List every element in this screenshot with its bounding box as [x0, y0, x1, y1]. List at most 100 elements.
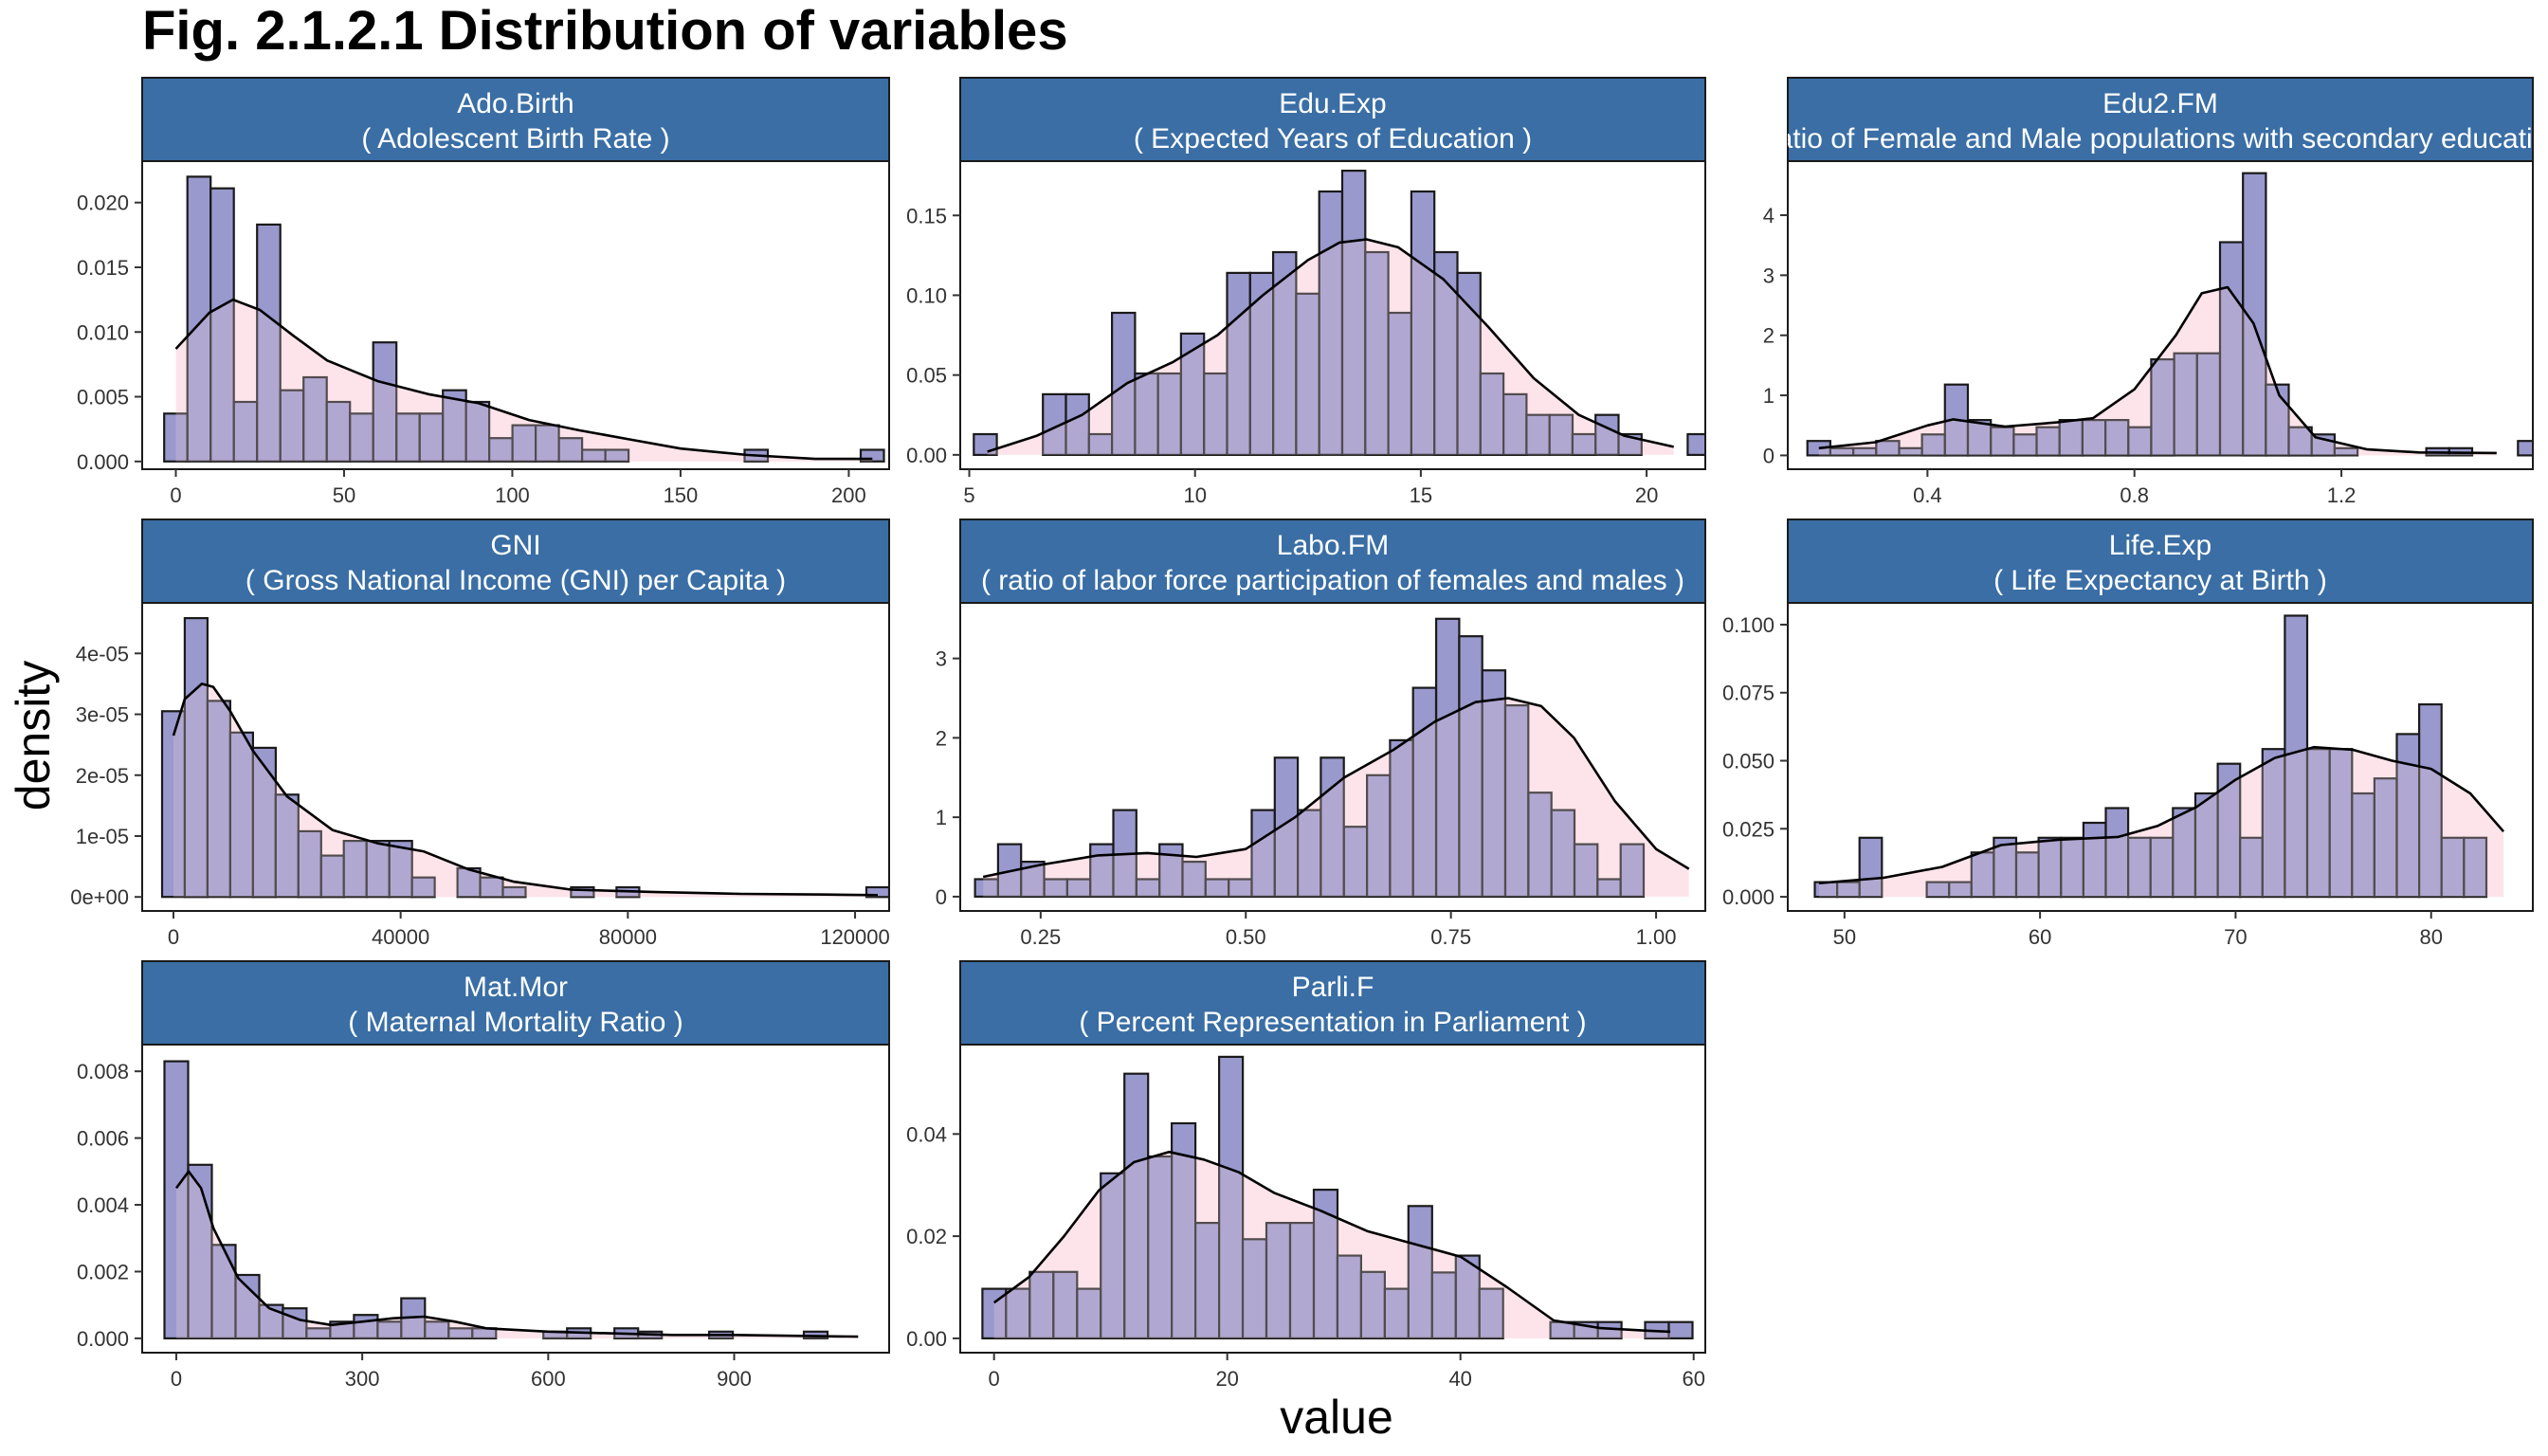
panel-edu-exp-y-tick-label: 0.00	[906, 444, 947, 467]
panel-gni-density-overlay	[173, 683, 878, 898]
panel-gni-density-line	[172, 682, 879, 897]
panel-life-exp-y-tick-label: 0.050	[1722, 750, 1774, 774]
panel-edu-exp-y-tick-label: 0.10	[906, 283, 947, 307]
panel-parli-f-bar	[1265, 1221, 1292, 1339]
panel-edu2-fm-panel-border	[1787, 160, 2534, 470]
figure-title: Fig. 2.1.2.1 Distribution of variables	[142, 0, 1068, 62]
panel-edu-exp-bar	[1456, 271, 1482, 456]
panel-ado-birth-strip	[141, 77, 890, 162]
panel-mat-mor-y-tick-label: 0.000	[77, 1327, 129, 1351]
panel-gni-bar	[342, 839, 368, 899]
panel-parli-f-bar	[1193, 1221, 1221, 1339]
y-axis-title: density	[7, 661, 60, 810]
panel-mat-mor-density-overlay	[176, 1171, 859, 1338]
panel-ado-birth-bar	[325, 400, 352, 463]
panel-parli-f-strip	[959, 960, 1706, 1046]
panel-ado-birth-y-tick-label: 0.020	[77, 191, 129, 215]
panel-ado-birth-panel-border	[141, 160, 890, 470]
panel-mat-mor-bar	[163, 1060, 190, 1339]
panel-life-exp-strip-title: Life.Exp	[2109, 530, 2211, 561]
panel-labo-fm-bar	[1296, 809, 1322, 898]
panel-gni-y-tick-label: 1e-05	[76, 825, 129, 848]
panel-mat-mor-density-line	[174, 1170, 859, 1338]
panel-labo-fm-x-tick-label: 1.00	[1636, 925, 1677, 949]
panel-parli-f-x-tick-label: 60	[1682, 1367, 1704, 1391]
panel-life-exp-x-tick-label: 50	[1833, 925, 1856, 949]
panel-edu2-fm-bar	[2127, 426, 2153, 457]
panel-parli-f-y-tick-label: 0.02	[906, 1225, 947, 1248]
panel-edu-exp-x-tick-label: 5	[963, 483, 974, 507]
panel-parli-f-density-line	[992, 1150, 1671, 1334]
panel-parli-f-bar	[1147, 1155, 1174, 1339]
panel-edu-exp-bar	[1156, 372, 1182, 457]
panel-labo-fm-y-tick-label: 0	[936, 885, 947, 909]
panel-edu-exp-bar	[1594, 413, 1620, 456]
panel-edu-exp-strip-subtitle: ( Expected Years of Education )	[1134, 123, 1532, 155]
panel-mat-mor-strip	[141, 960, 890, 1046]
panel-mat-mor-bar	[258, 1303, 284, 1339]
panel-edu-exp-strip-title: Edu.Exp	[1279, 88, 1386, 119]
panel-labo-fm-bar	[1434, 617, 1461, 899]
panel-ado-birth-bar	[557, 437, 584, 463]
panel-gni-strip-subtitle: ( Gross National Income (GNI) per Capita…	[246, 565, 786, 596]
panel-labo-fm-strip-subtitle: ( ratio of labor force participation of …	[981, 565, 1684, 596]
panel-life-exp-bar	[1858, 836, 1884, 899]
panel-labo-fm-panel-border	[959, 602, 1706, 912]
panel-ado-birth-bar	[534, 424, 560, 463]
panel-gni-y-tick-label: 3e-05	[76, 703, 129, 727]
panel-gni-x-tick-label: 40000	[372, 925, 429, 949]
panel-edu2-fm-y-tick-label: 3	[1763, 264, 1774, 287]
panel-edu2-fm-density-overlay	[1818, 287, 2497, 456]
panel-ado-birth-bar	[186, 175, 212, 463]
panel-parli-f-bar	[1241, 1238, 1268, 1340]
panel-gni-x-tick-label: 80000	[599, 925, 657, 949]
panel-gni: GNI ( Gross National Income (GNI) per Cap…	[70, 519, 890, 949]
panel-ado-birth-density-overlay	[175, 300, 873, 462]
panel-gni-y-tick-label: 2e-05	[76, 764, 129, 788]
panel-edu2-fm-x-tick-label: 0.4	[1913, 483, 1942, 507]
panel-ado-birth-y-tick-label: 0.000	[77, 450, 129, 474]
panel-edu-exp-x-tick-label: 15	[1410, 483, 1432, 507]
panel-gni-bar	[410, 876, 436, 899]
panel-gni-x-tick-label: 120000	[820, 925, 889, 949]
panel-mat-mor-x-tick-label: 300	[345, 1367, 380, 1391]
panel-ado-birth-bar	[209, 187, 235, 463]
panel-ado-birth-bar	[279, 389, 305, 463]
panel-edu-exp-bar	[1203, 372, 1228, 457]
panel-parli-f-bar	[1076, 1287, 1102, 1339]
panel-edu-exp-x-tick-label: 20	[1635, 483, 1658, 507]
panel-edu2-fm-bar	[2265, 383, 2290, 457]
panel-edu-exp-bar	[1179, 332, 1206, 456]
panel-mat-mor-bar	[187, 1163, 213, 1340]
panel-edu2-fm-x-tick-label: 0.8	[2120, 483, 2149, 507]
panel-ado-birth-x-tick-label: 100	[495, 483, 530, 507]
panel-parli-f-x-tick-label: 20	[1215, 1367, 1238, 1391]
panel-mat-mor-y-tick-label: 0.004	[77, 1193, 129, 1217]
panel-edu2-fm-strip-subtitle: ( Ratio of Female and Male populations w…	[1739, 123, 2548, 155]
facet-panels: Ado.Birth( Adolescent Birth Rate )0.0000…	[70, 77, 2548, 1391]
panel-labo-fm-bar	[1527, 792, 1553, 899]
panel-gni-bar	[388, 839, 413, 899]
panel-edu-exp-strip	[959, 77, 1706, 162]
panel-gni-strip-title: GNI	[490, 530, 540, 561]
x-axis-title: value	[1280, 1391, 1393, 1444]
panel-labo-fm: Labo.FM ( ratio of labor force participat…	[936, 519, 1706, 949]
panel-edu2-fm-x-tick-label: 1.2	[2327, 483, 2357, 507]
panel-ado-birth-y-tick-label: 0.015	[77, 256, 129, 280]
panel-edu2-fm-bar	[2104, 419, 2130, 457]
panel-life-exp: Life.Exp ( Life Expectancy at Birth ) 0.00…	[1722, 519, 2534, 949]
panel-parli-f-bar	[1336, 1254, 1363, 1339]
panel-labo-fm-density-line	[982, 697, 1690, 879]
panel-ado-birth-x-tick-label: 0	[170, 483, 181, 507]
panel-life-exp-density-line	[1818, 745, 2505, 884]
panel-labo-fm-strip	[959, 519, 1706, 604]
panel-labo-fm-bar	[1619, 843, 1646, 898]
panel-edu-exp-bar	[1295, 292, 1320, 456]
panel-edu2-fm-bar	[2173, 352, 2198, 457]
panel-parli-f-x-tick-label: 0	[989, 1367, 1000, 1391]
panel-life-exp-panel-border	[1787, 602, 2534, 912]
panel-ado-birth-y-tick-label: 0.010	[77, 320, 129, 344]
panel-mat-mor-x-tick-label: 0	[171, 1367, 182, 1391]
panel-parli-f: Parli.F ( Percent Representation in Parli…	[906, 960, 1706, 1391]
panel-edu2-fm-density-line	[1818, 285, 2497, 455]
